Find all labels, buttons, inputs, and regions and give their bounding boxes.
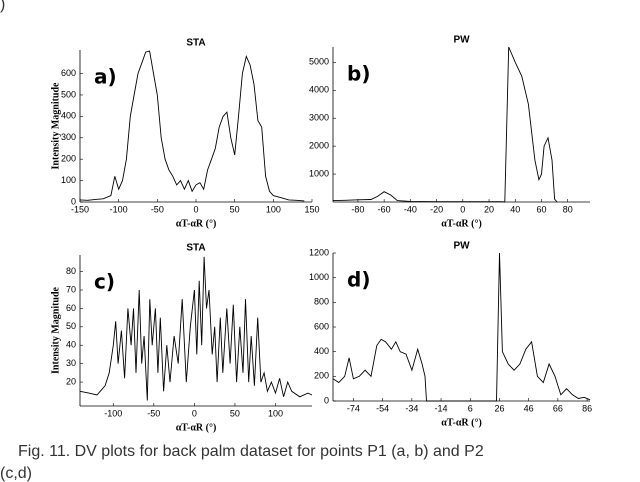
x-tick-label: -40 [404, 204, 417, 214]
x-tick-label: -54 [376, 403, 389, 413]
x-tick-label: 20 [484, 204, 494, 214]
caption-line: (c,d) [0, 465, 32, 482]
x-tick-label: -60 [378, 204, 391, 214]
y-tick-label: 30 [66, 358, 76, 368]
y-tick-label: 80 [66, 266, 76, 276]
y-tick-label: 60 [66, 303, 76, 313]
x-tick-label: -74 [347, 403, 360, 413]
x-tick-label: 100 [268, 408, 283, 418]
panel-label: d) [347, 268, 370, 292]
x-tick-label: 0 [460, 204, 465, 214]
y-axis-label: Intensity Magnitude [50, 82, 61, 170]
x-tick-label: 46 [524, 403, 534, 413]
y-tick-label: 3000 [309, 113, 329, 123]
y-tick-label: 400 [314, 346, 329, 356]
y-tick-label: 4000 [309, 85, 329, 95]
y-tick-label: 70 [66, 284, 76, 294]
y-tick-label: 200 [314, 371, 329, 381]
chart-title: STA [186, 243, 205, 254]
x-axis-label: αT-αR (°) [441, 417, 482, 428]
y-tick-label: 2000 [309, 141, 329, 151]
y-tick-label: 100 [61, 175, 76, 185]
x-tick-label: 100 [266, 204, 281, 214]
y-tick-label: 800 [314, 297, 329, 307]
data-line [332, 252, 591, 402]
chart-title: PW [453, 35, 470, 46]
x-tick-label: -14 [435, 403, 448, 413]
x-tick-label: 50 [230, 408, 240, 418]
panel-label: a) [94, 65, 117, 89]
y-tick-label: 0 [324, 395, 329, 405]
x-tick-label: 0 [192, 408, 197, 418]
caption-line: Fig. 11. DV plots for back palm dataset … [18, 443, 484, 460]
y-tick-label: 5000 [309, 57, 329, 67]
y-tick-label: 1000 [309, 168, 329, 178]
x-tick-label: 40 [510, 204, 520, 214]
x-tick-label: -34 [405, 403, 418, 413]
x-tick-label: 0 [193, 204, 198, 214]
x-axis-label: αT-αR (°) [441, 218, 482, 229]
y-tick-label: 300 [61, 132, 76, 142]
y-tick-label: 40 [66, 340, 76, 350]
x-tick-label: -80 [351, 204, 364, 214]
x-axis-label: αT-αR (°) [176, 422, 217, 433]
x-tick-label: -100 [104, 408, 122, 418]
y-tick-label: 50 [66, 321, 76, 331]
x-tick-label: 60 [536, 204, 546, 214]
panel-label: c) [94, 270, 115, 294]
y-tick-label: 1200 [309, 247, 329, 257]
x-tick-label: 86 [582, 403, 592, 413]
x-tick-label: 26 [494, 403, 504, 413]
x-tick-label: -100 [110, 204, 128, 214]
x-tick-label: 80 [563, 204, 573, 214]
panel-label: b) [347, 62, 370, 86]
data-line [79, 50, 305, 202]
x-tick-label: 6 [468, 403, 473, 413]
x-tick-label: -20 [430, 204, 443, 214]
x-tick-label: 150 [304, 204, 319, 214]
x-tick-label: -50 [147, 408, 160, 418]
fragment: ) [0, 0, 5, 13]
y-tick-label: 20 [66, 376, 76, 386]
y-tick-label: 600 [314, 321, 329, 331]
y-tick-label: 500 [61, 89, 76, 99]
chart-title: STA [186, 38, 205, 49]
x-tick-label: 50 [230, 204, 240, 214]
y-tick-label: 0 [71, 196, 76, 206]
x-tick-label: 66 [553, 403, 563, 413]
chart-title: PW [453, 241, 470, 252]
y-tick-label: 1000 [309, 272, 329, 282]
x-axis-label: αT-αR (°) [176, 218, 217, 229]
data-line [332, 46, 558, 203]
y-axis-label: Intensity Magnitude [50, 286, 61, 374]
data-line [79, 256, 313, 401]
y-tick-label: 200 [61, 154, 76, 164]
y-tick-label: 600 [61, 68, 76, 78]
x-tick-label: -150 [71, 204, 89, 214]
x-tick-label: -50 [151, 204, 164, 214]
y-tick-label: 400 [61, 111, 76, 121]
